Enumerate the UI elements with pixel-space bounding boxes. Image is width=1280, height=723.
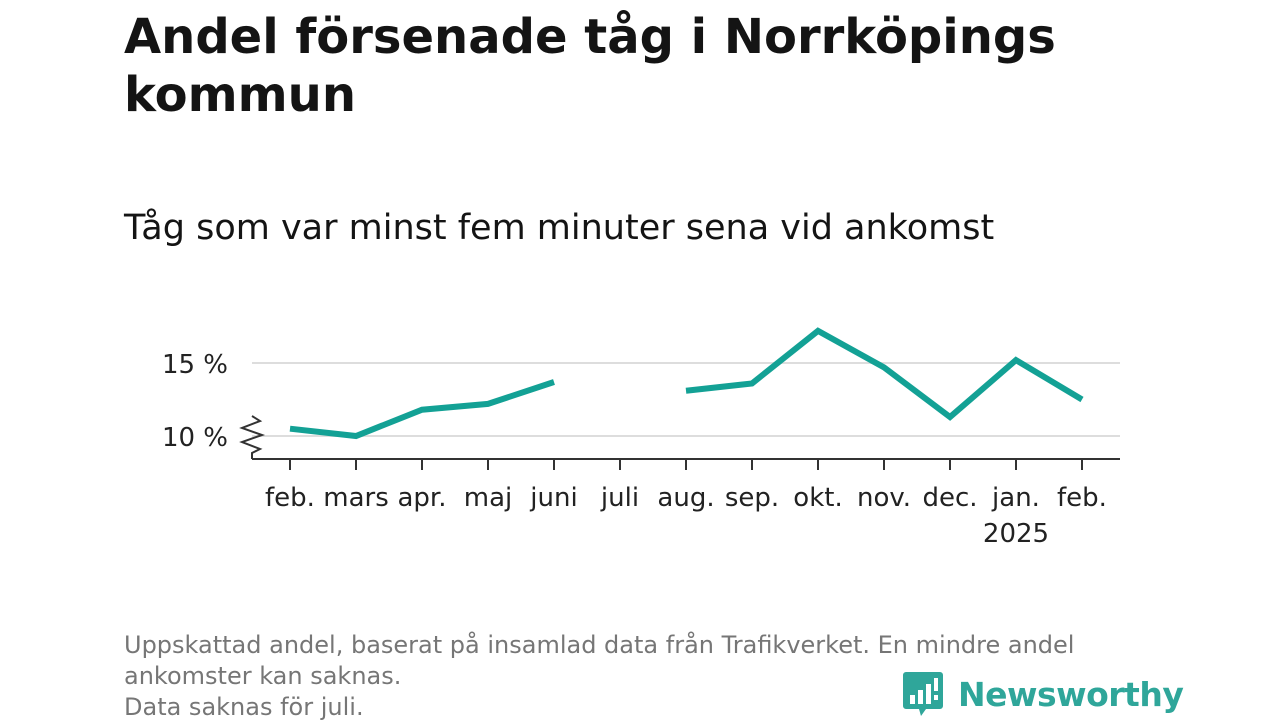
brand-name: Newsworthy (958, 674, 1184, 714)
x-tick-label: dec. (922, 483, 977, 513)
x-axis (239, 415, 1120, 470)
axis-break-mark (239, 415, 266, 459)
series-line-segment (685, 327, 1084, 421)
x-tick-label: feb. (1057, 483, 1107, 513)
chart-subtitle: Tåg som var minst fem minuter sena vid a… (124, 208, 995, 248)
x-tick-label: mars (323, 483, 389, 513)
y-tick-label: 15 % (162, 350, 228, 380)
x-axis-ticks: feb. mars apr. maj juni juli aug. sep. okt. nov. d… (265, 483, 1107, 549)
x-tick-label: okt. (793, 483, 842, 513)
x-tick-label: feb. (265, 483, 315, 513)
newsworthy-logo: Newsworthy (902, 668, 1184, 720)
footnote: Uppskattad andel, baserat på insamlad da… (124, 630, 1164, 723)
chart-title: Andel försenade tåg i Norrköpings kommun (124, 9, 1056, 123)
bar-chart-speech-bubble-icon (903, 672, 943, 716)
x-tick-label: jan. (991, 483, 1040, 513)
footnote-line: Uppskattad andel, baserat på insamlad da… (124, 631, 1075, 690)
series-layer (289, 327, 1084, 440)
footnote-line: Data saknas för juli. (124, 693, 364, 721)
x-tick-label: juni (529, 483, 577, 513)
x-tick-year-label: 2025 (983, 519, 1049, 549)
series-line-segment (289, 379, 555, 440)
x-tick-label: nov. (857, 483, 911, 513)
y-tick-label: 10 % (162, 423, 228, 453)
x-tick-label: sep. (725, 483, 779, 513)
x-tick-label: maj (464, 483, 512, 513)
x-tick-label: aug. (657, 483, 714, 513)
y-axis-ticks: 10 % 15 % (162, 350, 228, 453)
x-tick-label: juli (600, 483, 639, 513)
x-tick-label: apr. (397, 483, 446, 513)
gridlines (252, 362, 1120, 437)
